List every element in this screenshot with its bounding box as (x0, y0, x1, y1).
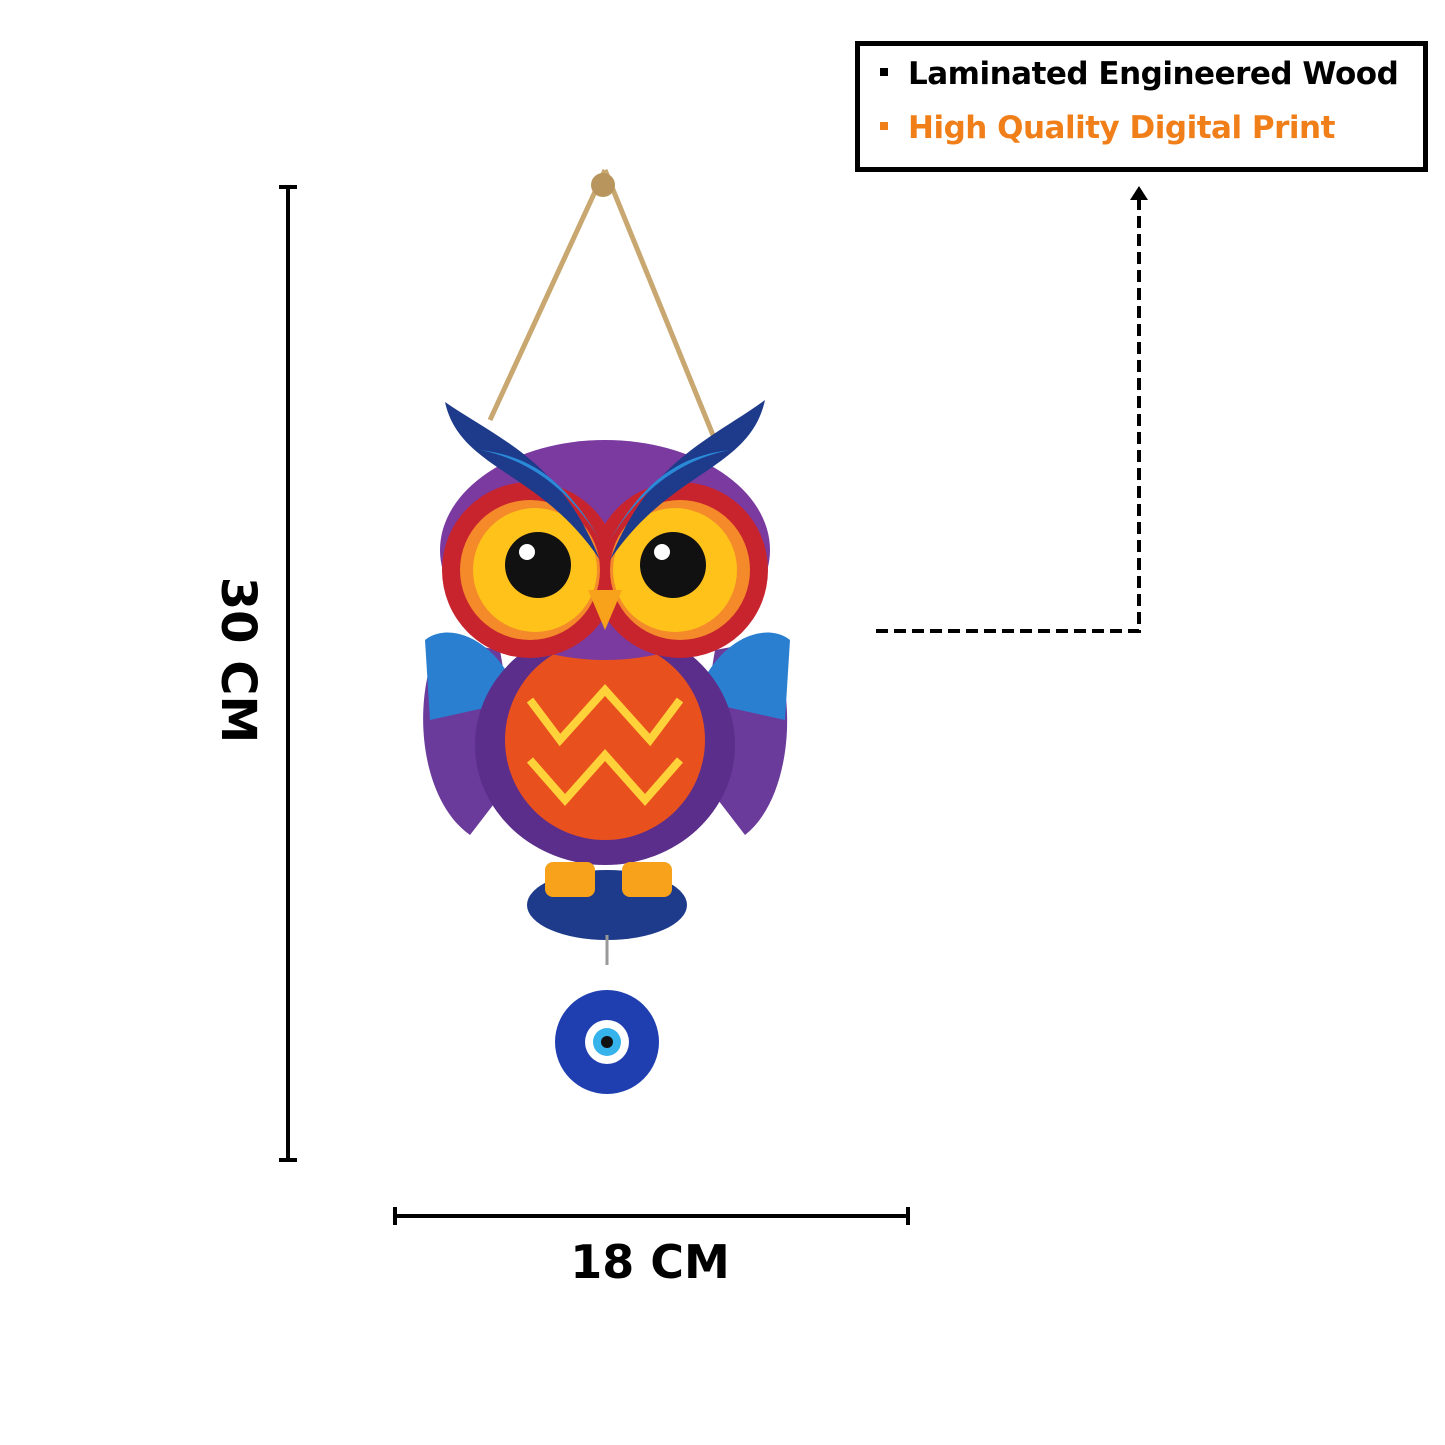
feature-item: High Quality Digital Print (880, 110, 1335, 146)
owl-product-image (423, 168, 790, 1094)
bullet-icon (880, 67, 888, 76)
evil-eye-charm-icon (555, 990, 659, 1094)
hanging-rope (487, 168, 718, 441)
feature-text: High Quality Digital Print (908, 110, 1335, 146)
width-dimension-line (393, 1207, 910, 1225)
feature-item: Laminated Engineered Wood (880, 56, 1399, 92)
height-dimension-line (279, 185, 297, 1162)
width-label: 18 CM (570, 1235, 730, 1289)
dashed-arrow-connector (876, 198, 1141, 633)
height-label: 30 CM (210, 576, 266, 744)
bullet-icon (880, 121, 888, 130)
feature-text: Laminated Engineered Wood (908, 56, 1399, 92)
arrow-head-icon (1130, 186, 1148, 200)
feature-list-box: Laminated Engineered Wood High Quality D… (855, 41, 1428, 172)
